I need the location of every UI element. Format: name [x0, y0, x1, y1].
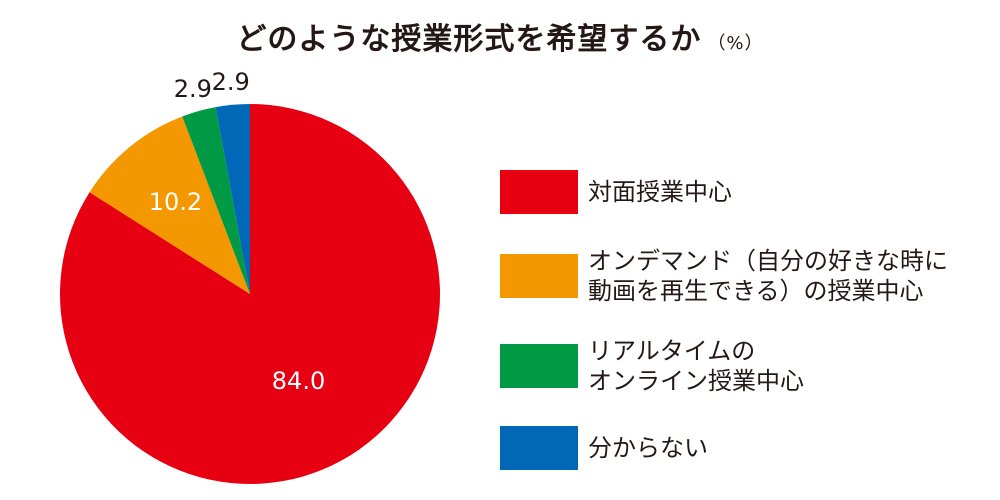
legend-swatch	[500, 426, 578, 470]
legend-label: オンデマンド（自分の好きな時に 動画を再生できる）の授業中心	[588, 247, 948, 305]
title-text: どのような授業形式を希望するか	[236, 22, 702, 57]
data-label-unknown: 2.9	[212, 68, 250, 96]
legend-label: 対面授業中心	[588, 178, 732, 206]
legend-item-face-to-face: 対面授業中心	[500, 170, 732, 214]
data-label-realtime-online: 2.9	[174, 75, 212, 103]
slice-realtime-online	[182, 107, 250, 294]
legend-label: リアルタイムの オンライン授業中心	[588, 337, 804, 395]
data-label-on-demand: 10.2	[149, 188, 202, 216]
legend-item-realtime-online: リアルタイムの オンライン授業中心	[500, 336, 804, 396]
pie-chart: 84.0 10.2 2.9 2.9	[60, 68, 441, 485]
legend-swatch	[500, 254, 578, 298]
legend-label: 分からない	[588, 434, 708, 462]
chart-title: どのような授業形式を希望するか （%）	[0, 14, 1000, 58]
legend-item-on-demand: オンデマンド（自分の好きな時に 動画を再生できる）の授業中心	[500, 246, 948, 306]
title-unit: （%）	[707, 33, 764, 54]
slice-unknown	[215, 104, 250, 294]
data-label-face-to-face: 84.0	[272, 367, 325, 395]
legend-item-unknown: 分からない	[500, 426, 708, 470]
legend-swatch	[500, 170, 578, 214]
legend: 対面授業中心 オンデマンド（自分の好きな時に 動画を再生できる）の授業中心 リア…	[500, 0, 990, 500]
slice-on-demand	[89, 116, 250, 294]
legend-swatch	[500, 344, 578, 388]
